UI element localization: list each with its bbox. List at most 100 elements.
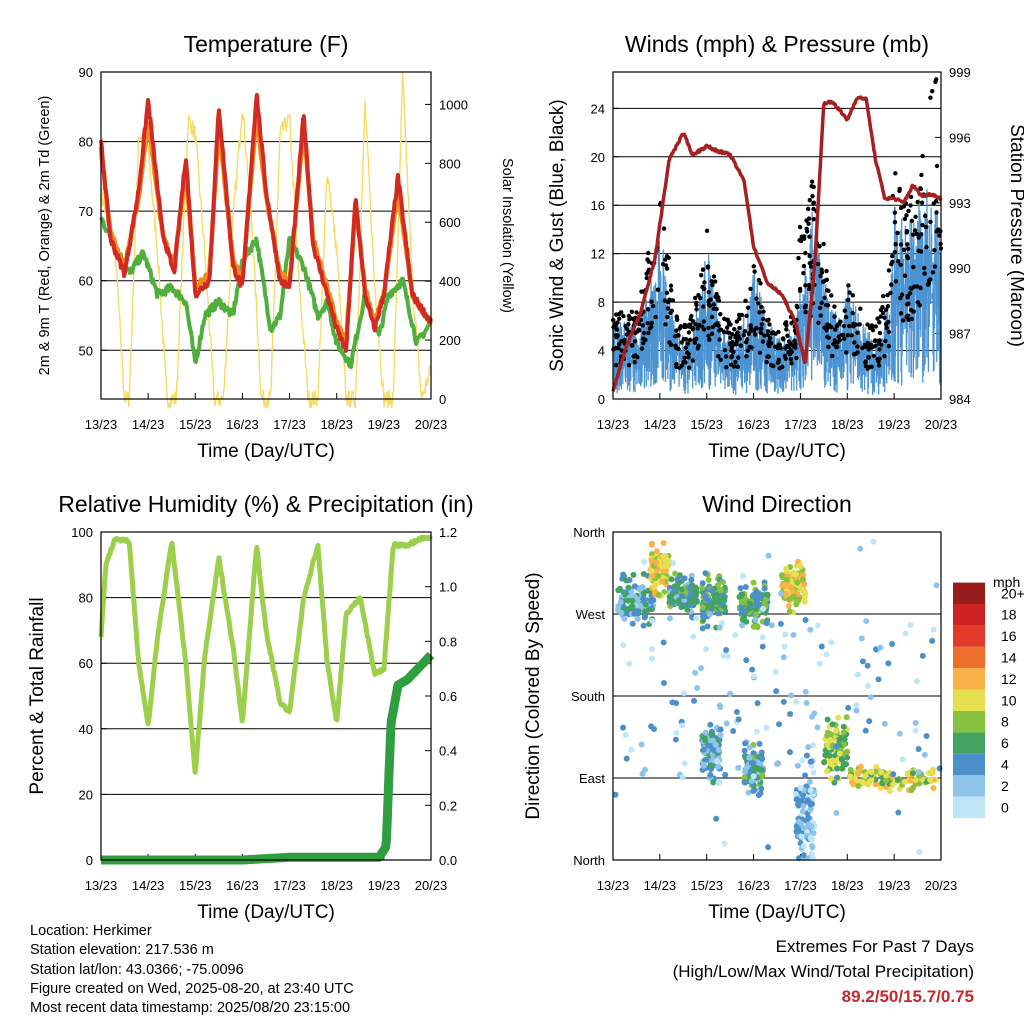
direction-point (732, 632, 739, 639)
gust-point (906, 208, 911, 214)
direction-point (838, 755, 845, 762)
gust-point (640, 323, 645, 328)
direction-point (666, 615, 673, 622)
x-tick-label: 17/23 (784, 417, 817, 432)
gust-point (862, 342, 868, 348)
direction-point (835, 714, 842, 721)
x-tick-label: 17/23 (273, 878, 306, 893)
gust-point (873, 343, 878, 348)
gust-point (803, 309, 808, 315)
direction-point (841, 736, 848, 743)
gust-point (626, 322, 631, 327)
gust-point (775, 345, 780, 351)
direction-point (802, 772, 809, 779)
y-tick-label: 60 (79, 656, 93, 671)
gust-point (661, 226, 667, 231)
x-tick-label: 18/23 (320, 417, 353, 432)
x-tick-label: 18/23 (320, 878, 353, 893)
legend-label: 14 (1001, 650, 1017, 666)
legend-label: 18 (1001, 607, 1017, 623)
station-info: Location: Herkimer Station elevation: 21… (30, 922, 354, 1018)
gust-point (777, 366, 782, 371)
gust-point (923, 224, 929, 230)
direction-point (909, 770, 916, 777)
gust-point (686, 355, 691, 360)
gust-point (876, 363, 882, 368)
gust-point (835, 340, 840, 345)
direction-point (678, 604, 685, 611)
direction-point (642, 601, 649, 608)
direction-point (759, 755, 766, 762)
gust-point (786, 344, 791, 349)
gust-point (767, 322, 772, 327)
direction-point (855, 770, 862, 777)
direction-point (620, 724, 627, 731)
direction-point (623, 755, 630, 762)
direction-point (720, 579, 727, 586)
direction-point (742, 740, 749, 747)
direction-point (727, 690, 734, 697)
direction-point (688, 572, 695, 579)
series-temp-2m-line (99, 92, 433, 353)
gust-point (917, 303, 922, 308)
direction-point (793, 601, 800, 608)
y2-tick-label: 0.6 (439, 689, 457, 704)
y2-tick-label: 993 (949, 196, 971, 211)
x-tick-label: 19/23 (878, 417, 911, 432)
gust-point (738, 343, 744, 348)
direction-point (707, 737, 714, 744)
gust-point (916, 248, 921, 253)
direction-point (916, 849, 923, 856)
series-solar-line (100, 71, 432, 409)
gust-point (900, 318, 906, 323)
gust-point (914, 231, 919, 237)
gust-point (905, 302, 910, 307)
direction-point (896, 730, 903, 737)
gust-point (646, 259, 651, 264)
direction-point (687, 591, 694, 598)
gust-point (918, 285, 923, 291)
y-tick-label: 24 (591, 101, 605, 116)
direction-point (808, 850, 815, 857)
gust-point (700, 324, 705, 329)
gust-point (744, 313, 749, 319)
gust-point (807, 260, 813, 266)
gust-point (706, 333, 711, 339)
chart-title: Relative Humidity (%) & Precipitation (i… (58, 491, 473, 517)
direction-point (777, 620, 784, 627)
gust-point (693, 322, 699, 327)
gust-point (802, 305, 808, 310)
direction-point (768, 622, 775, 629)
direction-point (798, 833, 805, 840)
gust-point (760, 316, 766, 322)
gust-point (668, 287, 674, 293)
gust-point (776, 329, 781, 335)
direction-point (738, 604, 745, 611)
gust-point (725, 330, 730, 335)
gust-point (668, 283, 674, 288)
direction-point (801, 593, 808, 600)
direction-point (626, 660, 633, 667)
x-tick-label: 15/23 (690, 878, 723, 893)
x-tick-label: 14/23 (644, 878, 677, 893)
gust-point (832, 314, 837, 319)
gust-point (712, 279, 718, 284)
gust-point (721, 329, 727, 335)
gust-point (809, 179, 815, 184)
direction-point (857, 545, 864, 552)
gust-point (822, 295, 827, 301)
gust-point (893, 242, 898, 247)
direction-point (834, 774, 841, 781)
gust-point (912, 228, 918, 233)
x-axis-label: Time (Day/UTC) (197, 441, 335, 462)
direction-point (807, 758, 814, 765)
y-tick-label: East (579, 771, 605, 786)
gust-point (834, 324, 840, 329)
direction-point (907, 777, 914, 784)
direction-point (697, 665, 704, 672)
direction-point (760, 605, 767, 612)
y2-tick-label: 0 (439, 392, 446, 407)
direction-point (688, 576, 695, 583)
direction-point (807, 626, 814, 633)
gust-point (683, 324, 689, 330)
